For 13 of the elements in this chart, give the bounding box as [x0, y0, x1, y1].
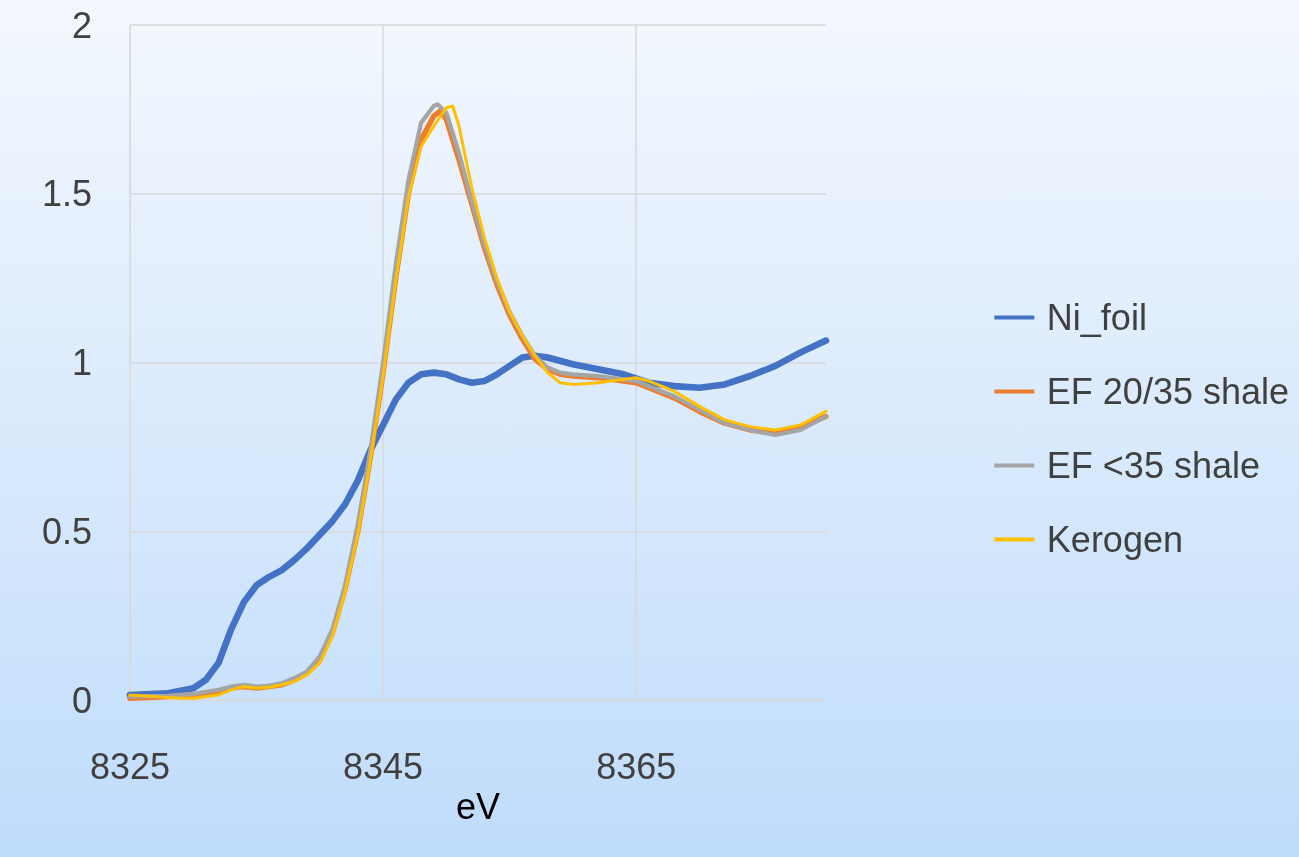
- legend-label: EF 20/35 shale: [1046, 371, 1289, 412]
- legend-label: EF <35 shale: [1046, 445, 1260, 486]
- x-tick-label: 8345: [343, 745, 424, 787]
- legend-label: Ni_foil: [1046, 297, 1147, 338]
- x-axis-title: eV: [455, 786, 501, 828]
- x-tick-label: 8365: [596, 745, 677, 787]
- y-tick-label: 1.5: [41, 173, 92, 215]
- legend-label: Kerogen: [1046, 519, 1183, 560]
- y-tick-label: 1: [71, 342, 92, 383]
- y-tick-label: 0.5: [41, 510, 92, 552]
- y-tick-label: 0: [71, 679, 92, 721]
- x-tick-label: 8325: [89, 745, 171, 787]
- y-tick-label: 2: [71, 4, 92, 46]
